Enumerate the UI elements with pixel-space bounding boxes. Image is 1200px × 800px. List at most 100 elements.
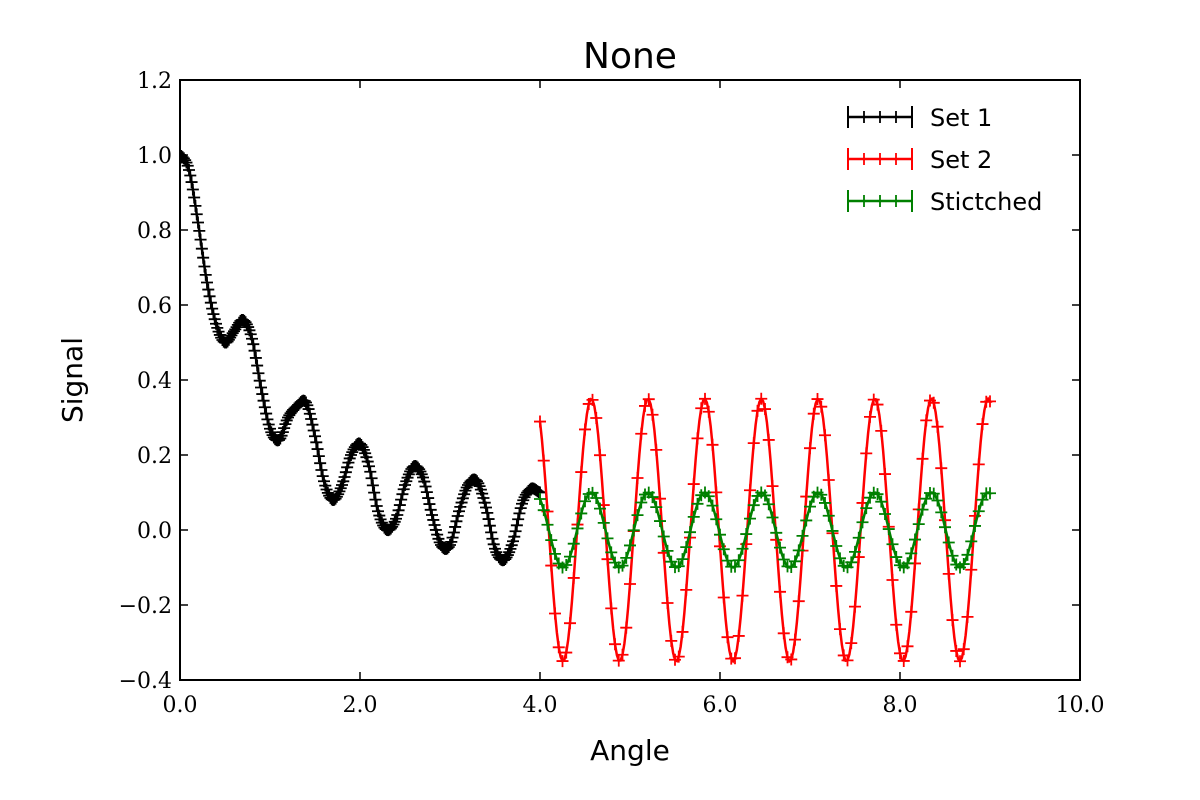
error-bar-marker — [192, 216, 204, 229]
error-bar-marker — [942, 567, 955, 580]
error-bar-marker — [815, 488, 828, 501]
error-bar-marker — [199, 268, 212, 281]
error-bar-marker — [920, 414, 933, 427]
error-bar-marker — [449, 520, 462, 533]
error-bar-marker — [500, 551, 513, 564]
error-bar-marker — [650, 501, 663, 514]
error-bar-marker — [508, 530, 521, 543]
error-bar-marker — [188, 191, 201, 204]
error-bar-marker — [871, 488, 884, 501]
error-bar-marker — [442, 541, 455, 554]
error-bar-marker — [388, 515, 401, 528]
error-bar-marker — [356, 441, 369, 454]
error-bar-marker — [549, 607, 561, 620]
error-bar-marker — [594, 449, 606, 462]
tick-layer: 0.0 2.0 4.0 6.0 8.0 10.0 −0.4 −0.2 0.0 0.2 0.4 0.6 0… — [119, 69, 1105, 718]
legend: Set 1 Set 2 Stictched — [847, 104, 1042, 216]
error-bar-marker — [420, 486, 433, 499]
error-bar-marker — [792, 544, 805, 557]
error-bar-marker — [447, 526, 460, 539]
error-bar-marker — [811, 393, 824, 406]
error-bar-marker — [905, 547, 918, 560]
error-bar-marker — [860, 502, 873, 515]
y-tick-label: −0.2 — [119, 594, 172, 619]
error-bar-marker — [510, 519, 523, 532]
error-bar-marker — [912, 518, 925, 531]
error-bar-marker — [706, 499, 719, 512]
error-bar-marker — [684, 526, 696, 539]
y-tick-label: 0.8 — [137, 219, 172, 244]
error-bar-marker — [203, 290, 216, 303]
error-bar-marker — [265, 426, 278, 439]
series-layer — [180, 149, 996, 668]
error-bar-marker — [246, 332, 258, 345]
error-bar-marker — [800, 514, 813, 527]
x-tick-label: 6.0 — [703, 693, 738, 718]
series-1 — [180, 149, 546, 567]
error-bar-marker — [661, 544, 674, 557]
error-bar-marker — [882, 523, 895, 536]
error-bar-marker — [680, 541, 693, 554]
error-bar-marker — [710, 513, 723, 526]
x-tick-label: 4.0 — [523, 693, 558, 718]
legend-swatch — [847, 148, 913, 170]
error-bar-marker — [639, 399, 651, 412]
chart-title: None — [583, 36, 677, 77]
error-bar-marker — [819, 429, 831, 442]
error-bar-marker — [396, 488, 409, 501]
error-bar-marker — [251, 359, 264, 372]
error-bar-marker — [819, 496, 831, 509]
error-bar-marker — [807, 407, 820, 420]
x-tick-label: 2.0 — [343, 693, 378, 718]
error-bar-marker — [732, 554, 745, 567]
error-bar-marker — [777, 553, 790, 566]
error-bar-marker — [414, 465, 427, 478]
error-bar-marker — [180, 154, 192, 167]
error-bar-marker — [901, 557, 914, 570]
error-bar-marker — [875, 495, 888, 508]
error-bar-marker — [482, 513, 495, 526]
error-bar-marker — [590, 412, 603, 425]
error-bar-marker — [605, 602, 618, 615]
error-bar-marker — [517, 494, 530, 507]
error-bar-marker — [620, 621, 633, 634]
error-bar-marker — [789, 633, 801, 646]
error-bar-marker — [736, 542, 749, 555]
error-bar-marker — [646, 491, 659, 504]
error-bar-marker — [392, 504, 405, 517]
error-bar-marker — [395, 493, 408, 506]
error-bar-marker — [894, 647, 906, 660]
error-bar-marker — [631, 472, 644, 485]
error-bar-marker — [345, 449, 357, 461]
error-bar-marker — [545, 559, 558, 572]
error-bar-marker — [759, 403, 771, 416]
error-bar-marker — [300, 396, 312, 409]
error-bar-marker — [890, 551, 903, 564]
error-bar-marker — [207, 308, 220, 321]
error-bar-marker — [931, 420, 944, 433]
error-bar-marker — [972, 458, 985, 471]
error-bar-marker — [732, 629, 745, 642]
error-bar-marker — [744, 512, 756, 525]
legend-label: Set 2 — [930, 146, 992, 174]
error-bar-marker — [650, 443, 663, 456]
error-bar-marker — [841, 654, 854, 667]
error-bar-marker — [370, 500, 383, 513]
error-bar-marker — [560, 559, 573, 572]
error-bar-marker — [845, 637, 858, 650]
error-bar-marker — [672, 650, 685, 663]
error-bar-marker — [316, 470, 329, 483]
legend-label: Stictched — [930, 188, 1042, 216]
error-bar-marker — [774, 585, 786, 598]
error-bar-marker — [717, 543, 730, 556]
error-bar-marker — [257, 394, 270, 407]
x-tick-label: 10.0 — [1056, 693, 1105, 718]
error-bar-marker — [976, 418, 989, 431]
error-bar-marker — [871, 398, 884, 411]
error-bar-marker — [190, 208, 203, 221]
error-bar-marker — [901, 640, 914, 653]
error-bar-marker — [386, 520, 399, 533]
error-bar-marker — [393, 499, 406, 512]
error-bar-marker — [740, 528, 753, 541]
error-bar-marker — [665, 634, 678, 647]
